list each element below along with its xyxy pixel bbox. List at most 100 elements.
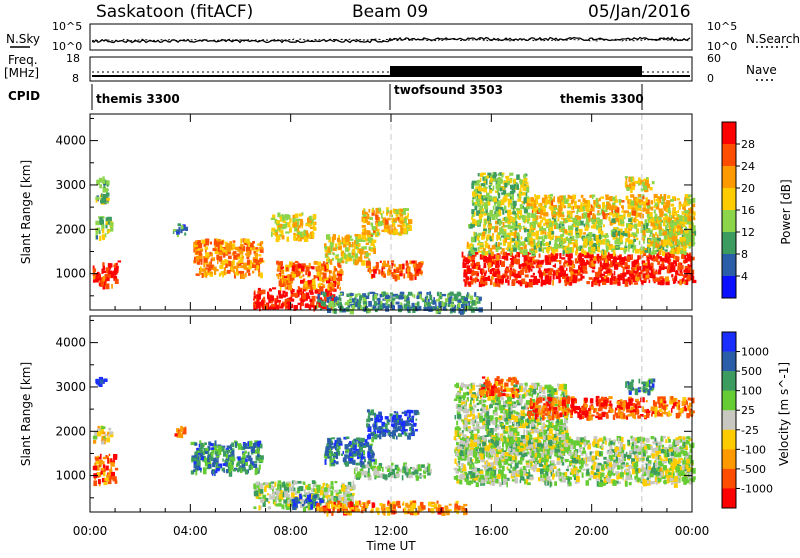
echo-cell: [300, 306, 302, 310]
echo-cell: [393, 275, 396, 280]
nsearch-label: N.Search: [746, 32, 800, 46]
echo-cell: [235, 247, 239, 251]
echo-cell: [672, 236, 675, 242]
echo-cell: [513, 248, 517, 252]
echo-cell: [539, 268, 541, 271]
echo-cell: [642, 230, 645, 235]
nave-tick-bottom: 0: [707, 72, 714, 85]
echo-cell: [635, 181, 639, 184]
echo-cell: [396, 295, 399, 298]
echo-cell: [237, 443, 241, 446]
echo-cell: [337, 258, 341, 263]
echo-cell: [556, 238, 559, 242]
echo-cell: [293, 236, 296, 241]
echo-cell: [655, 203, 658, 207]
echo-cell: [490, 270, 493, 274]
echo-cell: [577, 279, 580, 281]
echo-cell: [284, 304, 287, 306]
echo-cell: [339, 287, 341, 291]
y-tick-label: 3000: [55, 178, 86, 192]
echo-cell: [498, 193, 500, 199]
echo-cell: [492, 245, 496, 249]
echo-cell: [245, 470, 248, 475]
echo-cell: [527, 233, 531, 238]
echo-cell: [185, 227, 188, 231]
echo-cell: [580, 207, 582, 212]
echo-cell: [529, 229, 531, 232]
echo-cell: [575, 220, 578, 226]
echo-cell: [407, 213, 409, 217]
echo-cell: [115, 468, 118, 471]
echo-cell: [295, 261, 298, 263]
echo-cell: [593, 215, 596, 220]
echo-cell: [628, 248, 630, 252]
echo-cell: [216, 255, 219, 260]
echo-cell: [206, 448, 209, 451]
echo-cell: [391, 298, 395, 301]
echo-cell: [412, 309, 415, 313]
echo-cell: [521, 236, 523, 239]
echo-cell: [303, 286, 306, 289]
echo-cell: [317, 294, 319, 300]
echo-cell: [244, 239, 247, 242]
echo-cell: [402, 223, 406, 227]
echo-cell: [300, 280, 304, 284]
echo-cell: [640, 251, 643, 255]
echo-cell: [366, 230, 370, 235]
echo-cell: [382, 272, 384, 274]
echo-cell: [486, 179, 488, 185]
echo-cell: [501, 235, 504, 237]
power-colorbar-label: Power [dB]: [779, 179, 793, 244]
echo-cell: [369, 217, 373, 220]
echo-cell: [570, 236, 572, 238]
echo-cell: [563, 215, 565, 218]
echo-cell: [178, 223, 182, 226]
echo-cell: [337, 238, 340, 242]
echo-cell: [205, 252, 209, 256]
echo-cell: [677, 239, 679, 242]
echo-cell: [596, 225, 598, 231]
echo-cell: [342, 253, 344, 257]
echo-cell: [596, 218, 601, 220]
echo-cell: [111, 284, 113, 289]
echo-cell: [197, 448, 199, 450]
colorbar-segment: [722, 122, 736, 144]
colorbar-tick-label: 24: [741, 160, 755, 173]
echo-cell: [507, 215, 510, 218]
echo-cell: [519, 179, 521, 184]
echo-cell: [277, 305, 279, 310]
echo-cell: [656, 199, 659, 202]
echo-cell: [687, 221, 690, 225]
echo-cell: [659, 231, 661, 236]
echo-cell: [475, 202, 477, 204]
echo-cell: [396, 229, 398, 234]
echo-cell: [205, 246, 209, 249]
echo-cell: [623, 273, 625, 278]
echo-cell: [309, 263, 311, 267]
echo-cell: [95, 221, 99, 226]
echo-cell: [545, 255, 549, 260]
echo-cell: [489, 185, 491, 188]
echo-cell: [360, 295, 363, 298]
echo-cell: [114, 454, 117, 458]
nsky-panel-frame: [90, 24, 692, 50]
echo-cell: [99, 380, 103, 384]
echo-cell: [247, 260, 250, 266]
echo-cell: [313, 488, 315, 492]
echo-cell: [468, 306, 472, 309]
echo-cell: [563, 262, 566, 267]
echo-cell: [686, 237, 690, 241]
echo-cell: [219, 273, 221, 277]
echo-cell: [643, 202, 646, 208]
echo-cell: [368, 301, 372, 307]
echo-cell: [362, 225, 366, 228]
echo-cell: [323, 273, 327, 279]
echo-cell: [565, 274, 569, 277]
echo-cell: [650, 207, 653, 211]
echo-cell: [556, 244, 559, 248]
echo-cell: [501, 261, 505, 267]
colorbar-segment: [722, 188, 736, 210]
echo-cell: [303, 481, 305, 484]
nave-label: Nave: [746, 63, 777, 77]
echo-cell: [537, 195, 541, 199]
